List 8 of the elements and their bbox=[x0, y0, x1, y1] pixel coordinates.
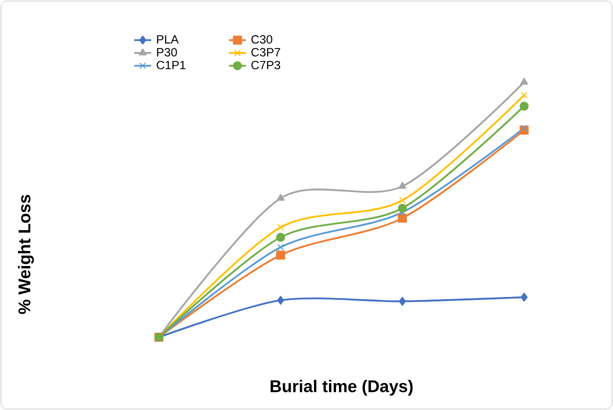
legend-label: P30 bbox=[157, 48, 177, 56]
legend-label: C30 bbox=[251, 35, 272, 44]
y-axis-title: % Weight Loss bbox=[18, 194, 34, 314]
legend-label: C3P7 bbox=[251, 48, 280, 56]
legend-label: PLA bbox=[157, 35, 179, 44]
x-axis-title: Burial time (Days) bbox=[270, 380, 413, 396]
legend-label: C7P3 bbox=[251, 60, 280, 70]
legend-label: C1P1 bbox=[156, 60, 186, 70]
